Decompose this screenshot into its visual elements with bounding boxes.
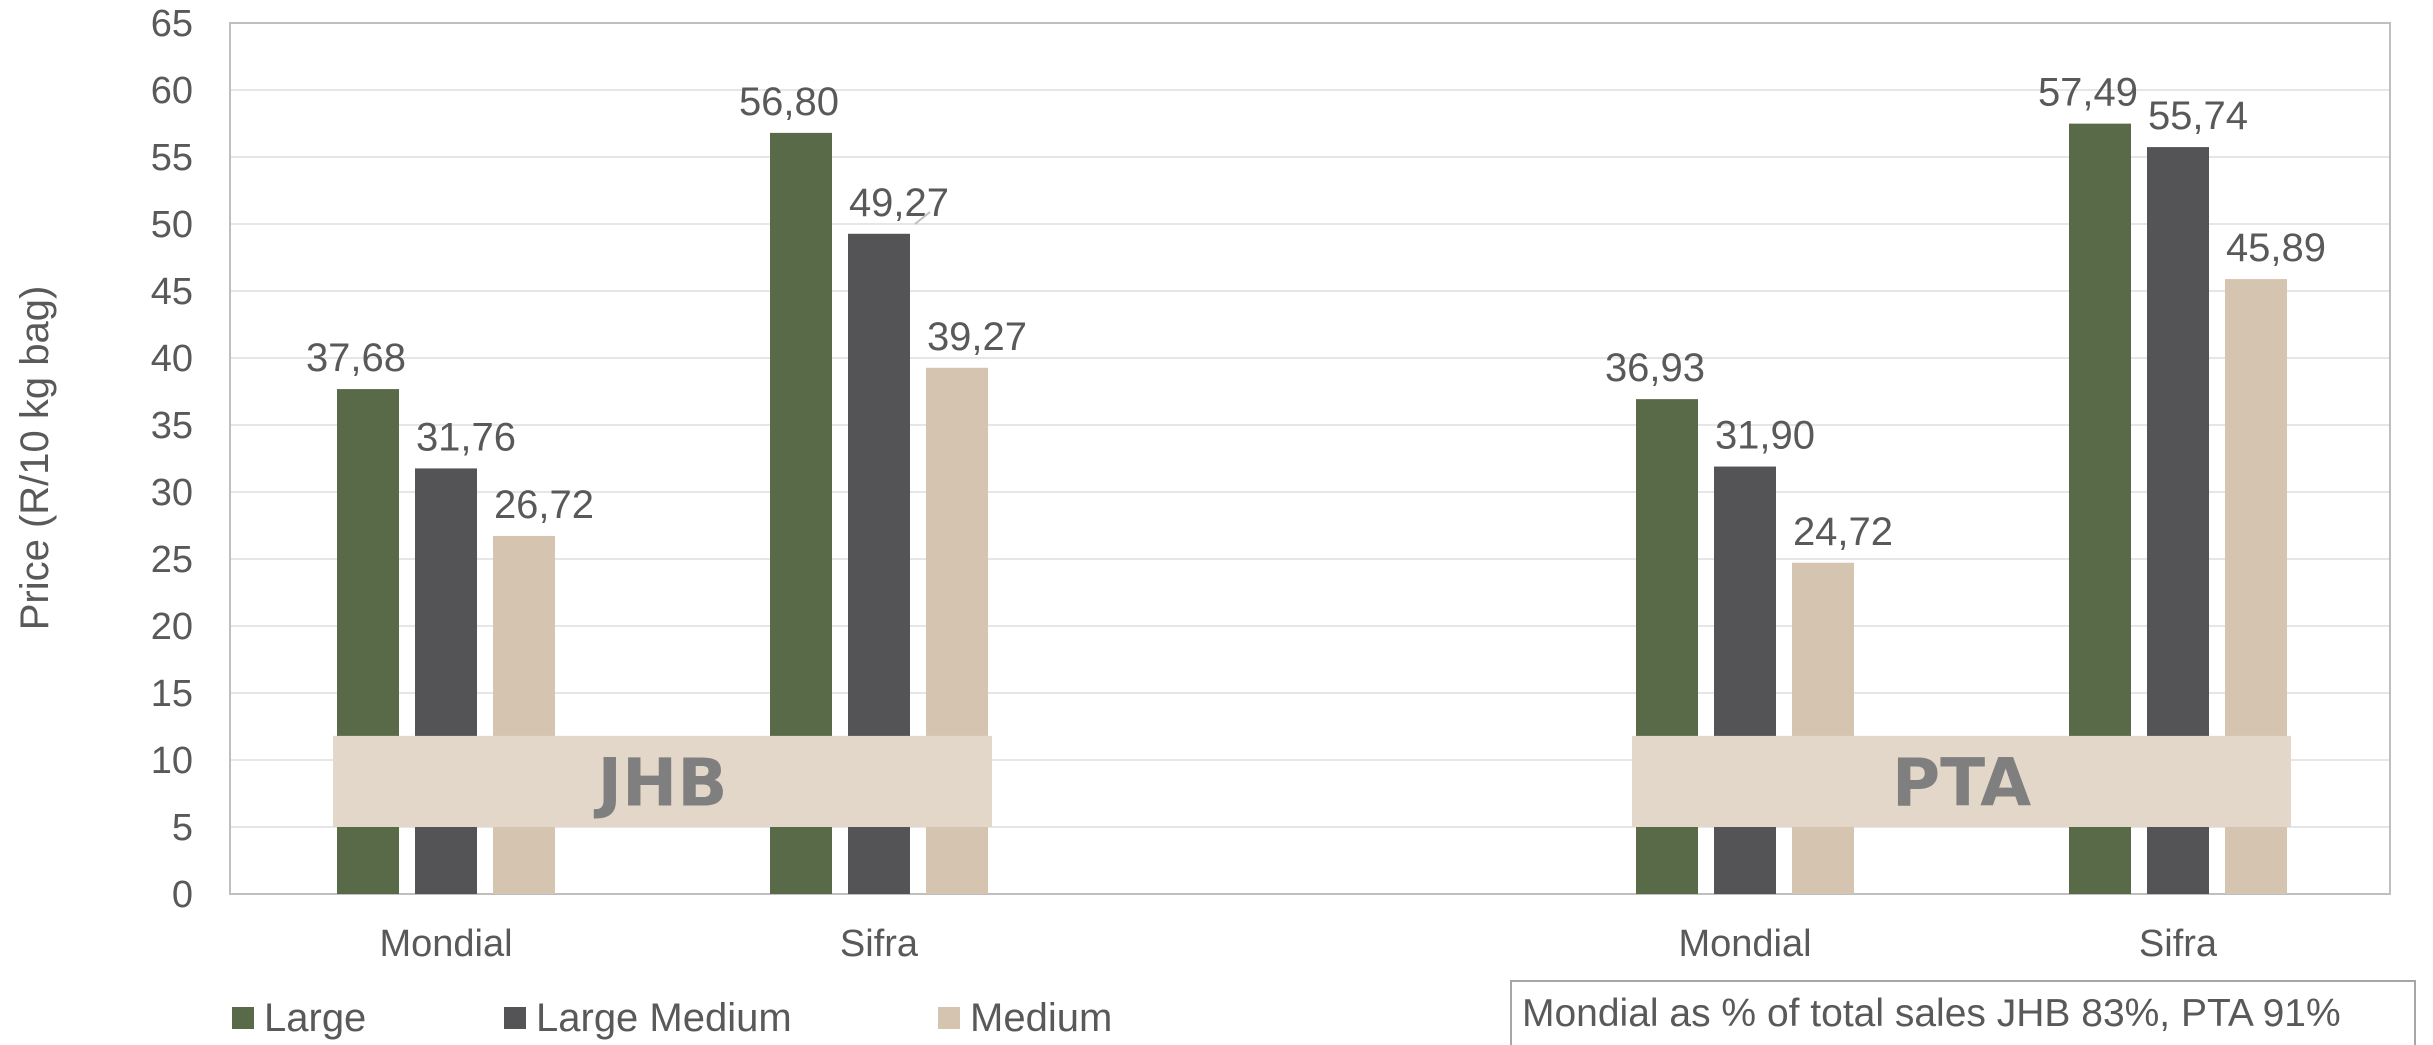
legend-item-medium: Medium — [938, 996, 1112, 1041]
legend-swatch-medium — [938, 1007, 960, 1029]
y-tick-label: 30 — [151, 472, 193, 514]
data-label: 31,90 — [1715, 414, 1815, 458]
plot-area-border — [229, 22, 2391, 895]
leader-line — [914, 211, 931, 225]
bar-large-medium — [415, 468, 477, 894]
y-tick-label: 20 — [151, 606, 193, 648]
legend-label-large-medium: Large Medium — [536, 995, 792, 1040]
y-tick-label: 40 — [151, 338, 193, 380]
bar-large-medium — [1714, 466, 1776, 894]
y-tick-label: 15 — [151, 673, 193, 715]
bars — [337, 123, 2287, 895]
data-label: 31,76 — [416, 415, 516, 459]
bar-medium — [1792, 562, 1854, 894]
note-box: Mondial as % of total sales JHB 83%, PTA… — [1510, 980, 2416, 1045]
group-label: PTA — [1892, 744, 2031, 821]
legend: Large Large Medium Medium — [232, 992, 1112, 1044]
y-tick-label: 10 — [151, 740, 193, 782]
data-label: 39,27 — [927, 315, 1027, 359]
y-tick-label: 50 — [151, 204, 193, 246]
category-label: Mondial — [1678, 923, 1811, 965]
legend-swatch-large — [232, 1007, 254, 1029]
data-label: 45,89 — [2226, 226, 2326, 270]
data-label: 49,27 — [849, 181, 949, 225]
group-banners: JHB PTA — [333, 735, 2291, 827]
y-tick-label: 0 — [172, 874, 193, 916]
y-tick-label: 5 — [172, 807, 193, 849]
category-labels: Mondial Sifra Mondial Sifra — [379, 923, 2217, 965]
data-label: 57,49 — [2038, 71, 2138, 115]
legend-label-large: Large — [264, 995, 367, 1040]
group-label: JHB — [593, 744, 727, 821]
bar-chart: 0 5 10 15 20 25 30 35 40 45 50 55 60 65 Price (R/10 k… — [13, 3, 2391, 965]
data-label: 55,74 — [2148, 94, 2248, 138]
data-label: 36,93 — [1605, 346, 1705, 390]
y-axis-label: Price (R/10 kg bag) — [13, 286, 57, 631]
category-label: Sifra — [840, 923, 919, 965]
y-tick-label: 55 — [151, 137, 193, 179]
y-tick-label: 45 — [151, 271, 193, 313]
group-banner — [333, 735, 992, 827]
data-label: 24,72 — [1793, 510, 1893, 554]
legend-label-medium: Medium — [970, 995, 1113, 1040]
data-label: 37,68 — [306, 336, 406, 380]
y-tick-label: 60 — [151, 70, 193, 112]
y-tick-label: 65 — [151, 3, 193, 45]
note-text: Mondial as % of total sales JHB 83%, PTA… — [1522, 992, 2341, 1035]
legend-item-large-medium: Large Medium — [504, 996, 938, 1041]
legend-swatch-large-medium — [504, 1007, 526, 1029]
group-banner — [1632, 735, 2291, 827]
data-label: 26,72 — [494, 483, 594, 527]
y-tick-label: 35 — [151, 405, 193, 447]
data-label: 56,80 — [739, 80, 839, 124]
y-tick-label: 25 — [151, 539, 193, 581]
bar-medium — [493, 535, 555, 894]
category-label: Sifra — [2139, 923, 2218, 965]
category-label: Mondial — [379, 923, 512, 965]
y-axis-ticks: 0 5 10 15 20 25 30 35 40 45 50 55 60 65 — [151, 3, 193, 916]
legend-item-large: Large — [232, 996, 504, 1041]
